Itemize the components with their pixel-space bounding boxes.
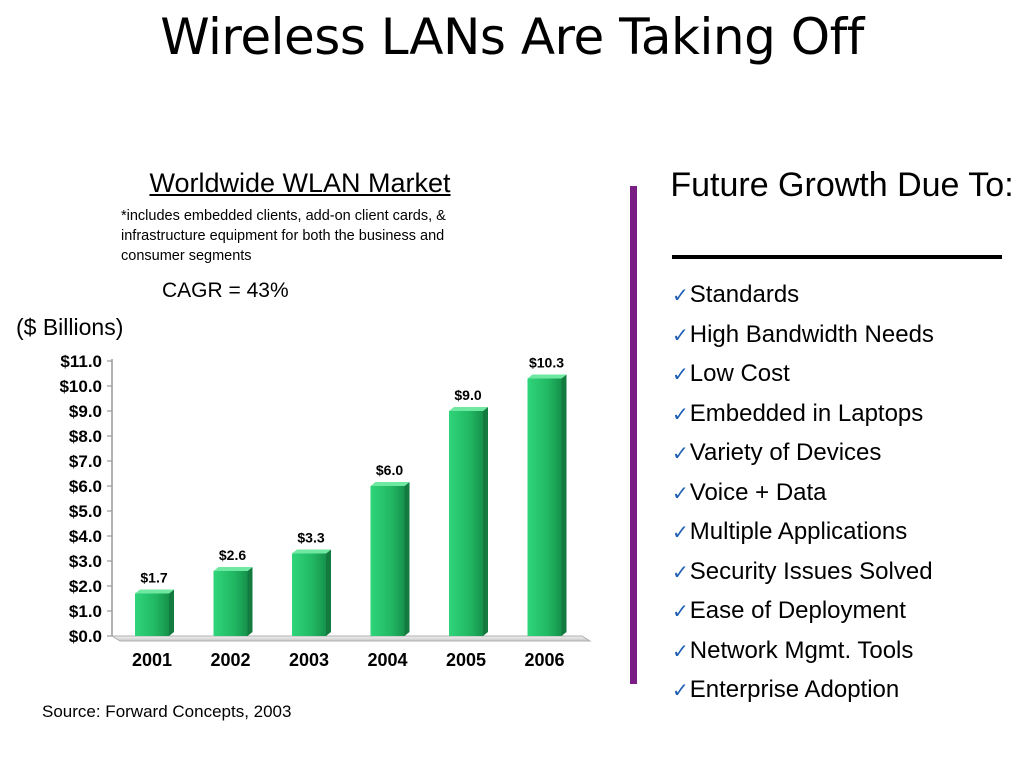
- vertical-divider: [630, 186, 637, 684]
- check-icon: ✓: [672, 561, 689, 584]
- bar-data-label: $6.0: [376, 462, 403, 478]
- growth-factor-label: Enterprise Adoption: [689, 676, 900, 703]
- check-icon: ✓: [672, 443, 689, 465]
- chart-heading: Worldwide WLAN Market: [149, 168, 451, 198]
- growth-factor-item: ✓Security Issues Solved: [672, 553, 934, 593]
- bar: [527, 378, 562, 636]
- y-tick-label: $3.0: [69, 552, 102, 571]
- bar-side: [169, 589, 174, 636]
- y-tick-label: $10.0: [59, 377, 102, 396]
- bar-chart: $0.0 $1.0 $2.0 $3.0 $4.0 $5.0 $6.0 $7.0 $8.0 $9.0…: [59, 352, 592, 670]
- growth-factor-label: Variety of Devices: [689, 439, 882, 466]
- x-tick-label: 2004: [367, 650, 407, 670]
- bar: [213, 571, 248, 636]
- growth-factor-item: ✓Variety of Devices: [672, 434, 934, 474]
- bar-top: [527, 374, 567, 379]
- x-tick-label: 2001: [132, 650, 172, 670]
- y-tick-label: $1.0: [69, 602, 102, 621]
- growth-factor-list: ✓Standards ✓High Bandwidth Needs ✓Low Cost…: [672, 276, 934, 711]
- bar-data-label: $10.3: [529, 355, 564, 371]
- bar-data-label: $2.6: [219, 547, 246, 563]
- growth-factor-item: ✓Low Cost: [672, 355, 934, 395]
- x-tick-label: 2003: [289, 650, 329, 670]
- bar: [292, 553, 326, 636]
- growth-factor-label: Voice + Data: [689, 478, 827, 506]
- cagr-label: CAGR = 43%: [162, 279, 289, 302]
- growth-factor-item: ✓Voice + Data: [672, 474, 934, 514]
- bar-side: [404, 482, 410, 636]
- growth-factor-item: ✓Multiple Applications: [672, 513, 934, 553]
- bar-data-label: $1.7: [140, 570, 167, 586]
- y-tick-label: $6.0: [69, 477, 102, 496]
- growth-factor-label: Ease of Deployment: [689, 597, 906, 624]
- check-icon: ✓: [672, 522, 689, 544]
- growth-factor-label: Embedded in Laptops: [689, 399, 924, 427]
- check-icon: ✓: [672, 680, 689, 702]
- y-tick-label: $0.0: [69, 627, 102, 646]
- y-tick-label: $7.0: [69, 452, 102, 471]
- growth-factor-label: High Bandwidth Needs: [689, 320, 934, 348]
- growth-factor-item: ✓Embedded in Laptops: [672, 395, 934, 435]
- chart-floor: [110, 635, 592, 642]
- bar-top: [449, 407, 488, 411]
- y-tick-label: $8.0: [69, 427, 102, 446]
- growth-factor-label: Security Issues Solved: [689, 557, 933, 585]
- check-icon: ✓: [672, 285, 689, 307]
- unit-label: ($ Billions): [16, 314, 124, 340]
- chart-footnote: *includes embedded clients, add-on clien…: [121, 208, 446, 264]
- y-tick-label: $4.0: [69, 527, 102, 546]
- bar-top: [135, 589, 174, 594]
- growth-factor-label: Standards: [689, 281, 800, 308]
- bar: [135, 593, 169, 636]
- source-note: Source: Forward Concepts, 2003: [42, 702, 292, 721]
- check-icon: ✓: [672, 403, 689, 426]
- check-icon: ✓: [672, 482, 689, 505]
- y-tick-label: $11.0: [60, 352, 102, 371]
- bar-side: [326, 549, 331, 636]
- y-tick-label: $5.0: [69, 502, 102, 521]
- check-icon: ✓: [672, 364, 689, 386]
- x-tick-label: 2005: [446, 650, 486, 670]
- bar-data-label: $9.0: [454, 387, 481, 403]
- growth-factor-label: Multiple Applications: [689, 518, 908, 545]
- y-tick-label: $9.0: [69, 402, 102, 421]
- bar-top: [213, 567, 253, 571]
- x-tick-label: 2002: [210, 650, 250, 670]
- bar: [449, 411, 483, 636]
- growth-factor-label: Network Mgmt. Tools: [689, 636, 914, 664]
- growth-factor-label: Low Cost: [689, 360, 790, 387]
- bar-top: [370, 482, 410, 486]
- check-icon: ✓: [672, 640, 689, 663]
- check-icon: ✓: [672, 601, 689, 623]
- bar-data-label: $3.3: [297, 530, 324, 546]
- bar-side: [483, 407, 488, 636]
- growth-factor-item: ✓Network Mgmt. Tools: [672, 632, 934, 672]
- bar-top: [292, 549, 331, 554]
- growth-factor-item: ✓Standards: [672, 276, 934, 316]
- bar: [370, 486, 405, 636]
- growth-factor-item: ✓High Bandwidth Needs: [672, 316, 934, 356]
- y-tick-label: $2.0: [69, 577, 102, 596]
- heading-underline: [672, 255, 1002, 259]
- growth-factor-item: ✓Enterprise Adoption: [672, 671, 934, 711]
- x-tick-label: 2006: [524, 650, 564, 670]
- check-icon: ✓: [672, 324, 689, 347]
- bar-side: [561, 374, 567, 636]
- growth-factor-item: ✓Ease of Deployment: [672, 592, 934, 632]
- bar-side: [247, 567, 253, 636]
- slide-title: Wireless LANs Are Taking Off: [160, 8, 864, 66]
- growth-heading: Future Growth Due To:: [670, 166, 1014, 204]
